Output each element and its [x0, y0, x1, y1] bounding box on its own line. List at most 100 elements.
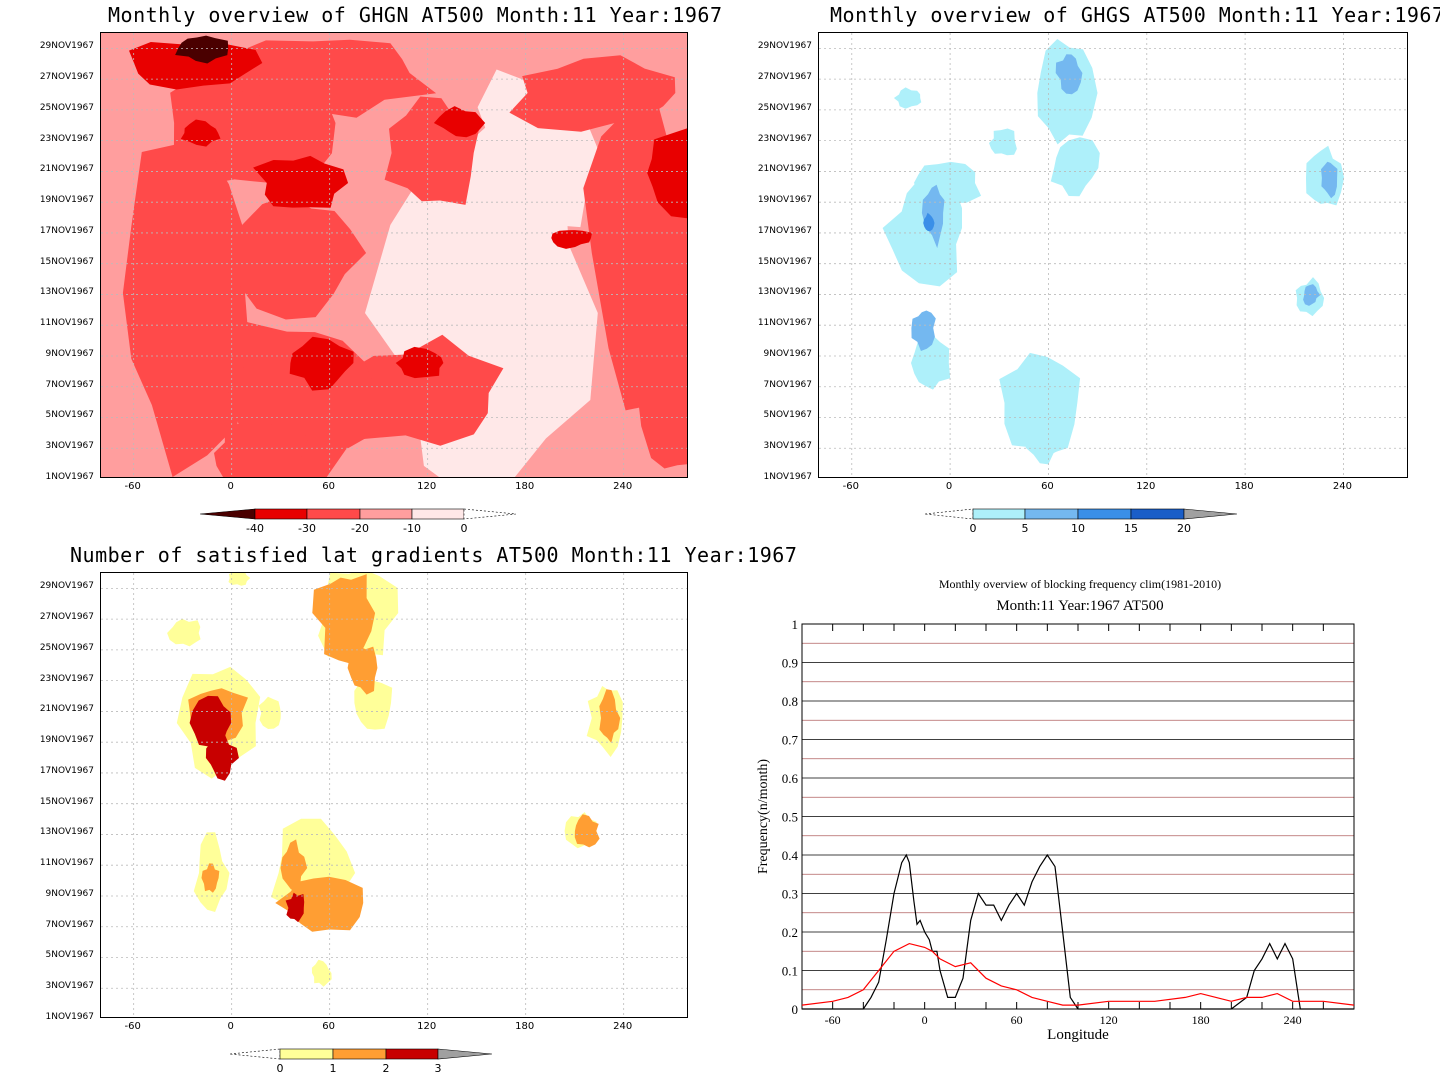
- date-tick-label: 3NOV1967: [763, 441, 812, 452]
- lon-tick-label: 240: [613, 481, 633, 492]
- date-tick-label: 3NOV1967: [45, 441, 94, 452]
- freq-y-tick-label: 0.2: [782, 925, 798, 940]
- ghgn-contour: [214, 422, 309, 477]
- date-tick-label: 1NOV1967: [45, 472, 94, 482]
- freq-x-tick-label: 0: [922, 1013, 928, 1027]
- ghgs-cbar-label: 0: [969, 522, 977, 535]
- grad-cbar-label: 2: [382, 1062, 390, 1075]
- date-tick-label: 29NOV1967: [39, 581, 94, 592]
- ghgs-cbar-swatch: [972, 508, 1026, 520]
- ghgs-contour: [893, 87, 922, 109]
- date-tick-label: 15NOV1967: [39, 796, 94, 807]
- ghgs-contour: [1050, 137, 1100, 197]
- date-tick-label: 15NOV1967: [39, 256, 94, 267]
- ghgn-contour: [253, 155, 349, 208]
- lon-tick-label: -60: [842, 481, 859, 492]
- date-tick-label: 13NOV1967: [757, 287, 812, 298]
- ghgn-cbar-label: -20: [351, 522, 369, 535]
- grad-contour: [280, 839, 308, 893]
- ghgn-cbar-swatch: [306, 508, 361, 520]
- freq-x-tick-label: 180: [1192, 1013, 1210, 1027]
- freq-y-tick-label: 0.9: [782, 656, 798, 671]
- ghgn-cbar-label: -30: [298, 522, 316, 535]
- ghgn-cbar-swatch: [359, 508, 413, 520]
- grad-cbar-label: 3: [434, 1062, 442, 1075]
- grad-contour: [312, 574, 376, 665]
- grad-cbar-label: 1: [329, 1062, 337, 1075]
- ghgs-colorbar: [925, 508, 1238, 520]
- ghgn-contour: [551, 230, 592, 249]
- freq-x-tick-label: 120: [1100, 1013, 1118, 1027]
- date-tick-label: 9NOV1967: [45, 888, 94, 899]
- date-tick-label: 19NOV1967: [39, 195, 94, 206]
- date-tick-label: 25NOV1967: [757, 102, 812, 113]
- ghgn-cbar-tri: [200, 508, 256, 520]
- freq-title: Monthly overview of blocking frequency c…: [938, 577, 1222, 591]
- ghgs-cbar-label: 10: [1071, 522, 1085, 535]
- lon-tick-label: 180: [515, 481, 535, 492]
- ghgn-contour: [433, 106, 486, 138]
- grad-contour: [347, 646, 378, 695]
- lon-tick-label: 0: [227, 481, 234, 492]
- date-tick-label: 21NOV1967: [39, 704, 94, 715]
- grad-contour: [599, 689, 621, 743]
- lon-tick-label: 60: [322, 1021, 336, 1032]
- date-tick-label: 23NOV1967: [757, 133, 812, 144]
- freq-x-tick-label: 60: [1011, 1013, 1023, 1027]
- grad-cbar-swatch: [385, 1048, 439, 1060]
- lon-tick-label: -60: [124, 481, 141, 492]
- date-tick-label: 23NOV1967: [39, 133, 94, 144]
- date-tick-label: 23NOV1967: [39, 673, 94, 684]
- date-tick-label: 19NOV1967: [757, 195, 812, 206]
- date-tick-label: 27NOV1967: [757, 72, 812, 83]
- grad-cbar-swatch: [279, 1048, 334, 1060]
- ghgs-contour: [1055, 54, 1083, 95]
- date-tick-label: 19NOV1967: [39, 735, 94, 746]
- ghgn-plot: [100, 32, 688, 478]
- ghgn-contour: [289, 336, 354, 391]
- lon-tick-label: 240: [613, 1021, 633, 1032]
- date-tick-label: 21NOV1967: [39, 164, 94, 175]
- lon-tick-label: 240: [1332, 481, 1352, 492]
- date-tick-label: 1NOV1967: [763, 472, 812, 482]
- ghgs-cbar-label: 15: [1124, 522, 1138, 535]
- freq-xlabel: Longitude: [1047, 1027, 1109, 1043]
- grad-contour: [205, 734, 239, 781]
- date-tick-label: 1NOV1967: [45, 1012, 94, 1022]
- freq-series-red: [801, 942, 1355, 1006]
- grad-title: Number of satisfied lat gradients AT500 …: [70, 543, 798, 567]
- freq-y-tick-label: 0.1: [782, 964, 798, 979]
- freq-y-tick-label: 0: [792, 1002, 799, 1017]
- ghgn-cbar-label: -40: [246, 522, 264, 535]
- ghgs-heatmap: [819, 33, 1407, 477]
- freq-ylabel: Frequency(n/month): [756, 759, 771, 874]
- grad-contour: [189, 695, 232, 751]
- ghgn-contour: [347, 334, 504, 446]
- grad-cbar-label: 0: [276, 1062, 284, 1075]
- grad-contour: [574, 814, 600, 848]
- grad-cbar-tri: [230, 1048, 281, 1060]
- grad-colorbar: [230, 1048, 493, 1060]
- freq-chart: 0 0.1 0.2 0.3 0.4 0.5 0.6 0.7 0.8 0.9 1 -60 0 60 120 18…: [756, 617, 1355, 1043]
- freq-y-tick-label: 0.6: [782, 771, 799, 786]
- ghgs-cbar-tri: [1183, 508, 1238, 520]
- ghgn-cbar-swatch: [254, 508, 308, 520]
- ghgs-title: Monthly overview of GHGS AT500 Month:11 …: [830, 3, 1440, 27]
- freq-x-tick-label: -60: [825, 1013, 841, 1027]
- date-tick-label: 27NOV1967: [39, 72, 94, 83]
- date-tick-label: 21NOV1967: [757, 164, 812, 175]
- date-tick-label: 11NOV1967: [39, 858, 94, 869]
- date-tick-label: 13NOV1967: [39, 287, 94, 298]
- freq-y-tick-label: 0.5: [782, 810, 798, 825]
- date-tick-label: 5NOV1967: [763, 410, 812, 421]
- lon-tick-label: 0: [227, 1021, 234, 1032]
- lon-tick-label: 180: [515, 1021, 535, 1032]
- grad-cbar-swatch: [332, 1048, 387, 1060]
- ghgs-plot: [818, 32, 1408, 478]
- ghgn-title: Monthly overview of GHGN AT500 Month:11 …: [108, 3, 723, 27]
- grad-contour: [228, 573, 251, 586]
- date-tick-label: 11NOV1967: [757, 318, 812, 329]
- lon-tick-label: 60: [322, 481, 336, 492]
- date-tick-label: 25NOV1967: [39, 642, 94, 653]
- date-tick-label: 9NOV1967: [45, 348, 94, 359]
